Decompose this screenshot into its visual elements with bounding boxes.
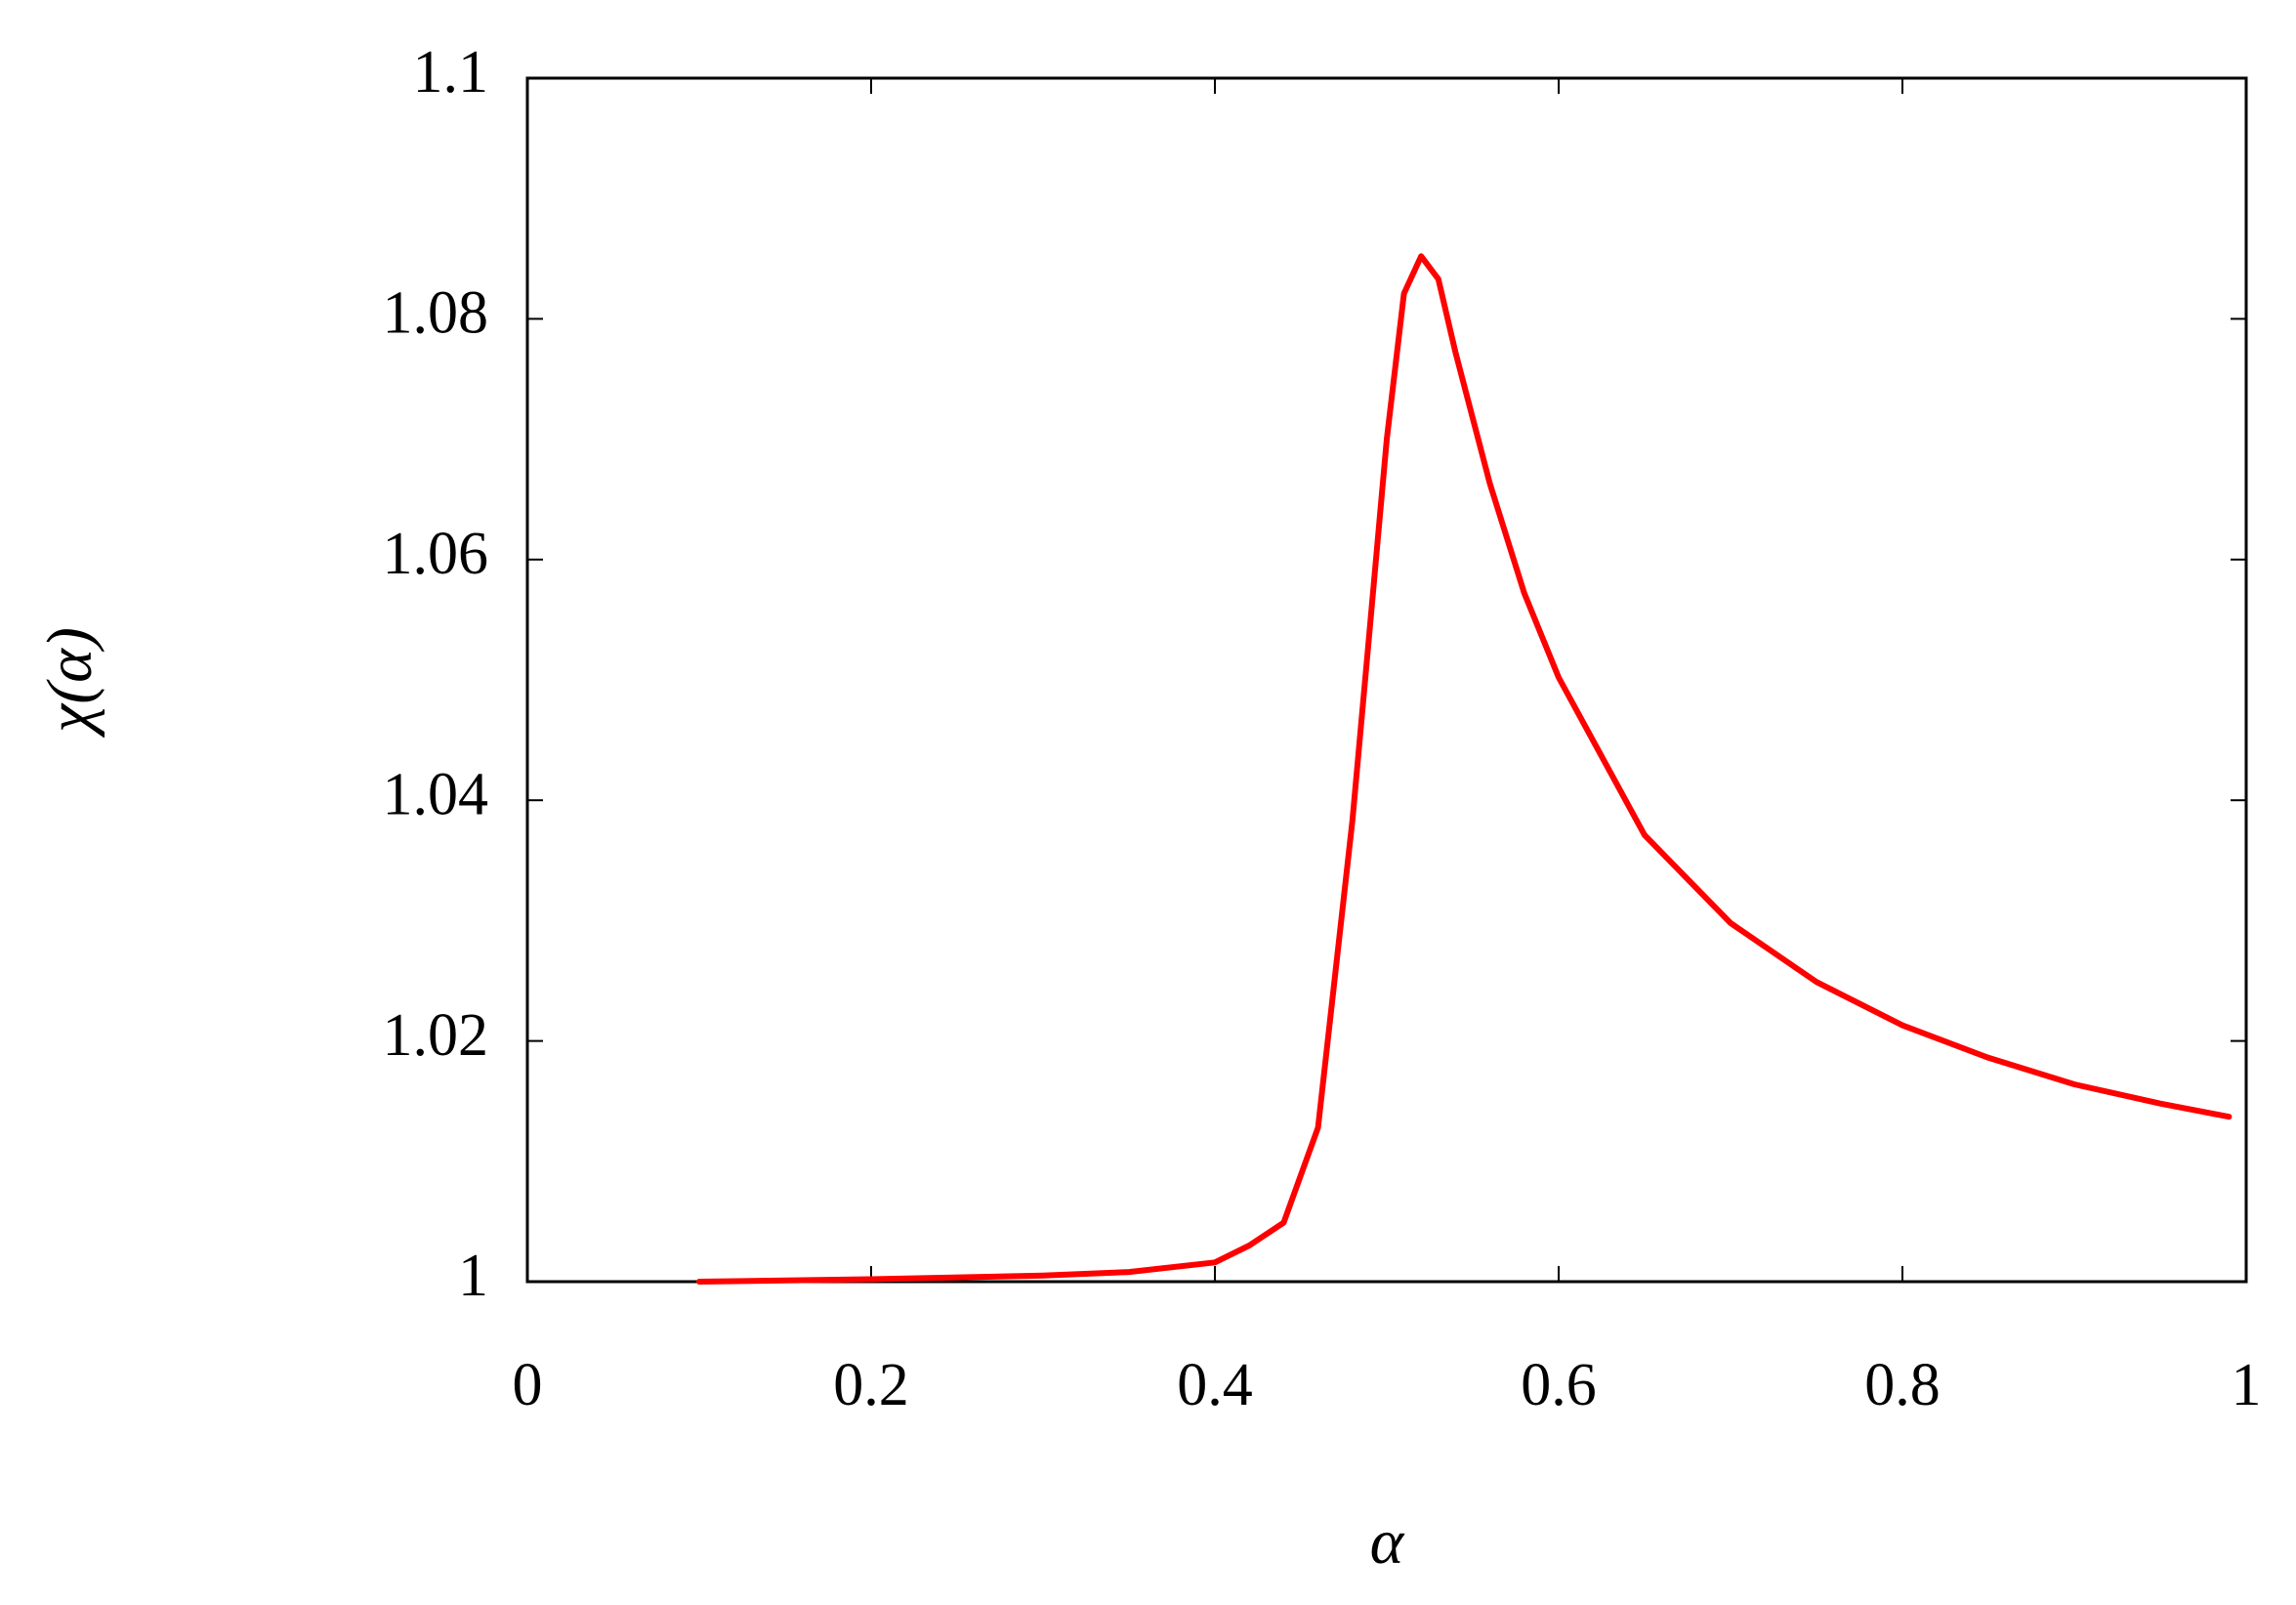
y-tick-label: 1.02	[383, 1002, 489, 1069]
y-tick-label: 1.08	[383, 280, 489, 347]
y-tick-label: 1.04	[383, 761, 489, 827]
x-tick-label: 0	[513, 1352, 543, 1418]
plot-frame	[525, 76, 2248, 1284]
y-tick-label: 1.06	[383, 521, 489, 587]
x-tick-label: 1	[2232, 1352, 2262, 1418]
x-axis-label: α	[1370, 1506, 1405, 1578]
x-tick-label: 0.6	[1521, 1352, 1597, 1418]
x-tick-label: 0.2	[833, 1352, 909, 1418]
y-axis-label: χ(α)	[34, 627, 105, 739]
data-line	[696, 253, 2233, 1285]
x-tick-label: 0.8	[1864, 1352, 1941, 1418]
y-tick-label: 1	[458, 1243, 488, 1309]
x-tick-label: 0.4	[1177, 1352, 1253, 1418]
y-tick-label: 1.1	[413, 39, 489, 106]
